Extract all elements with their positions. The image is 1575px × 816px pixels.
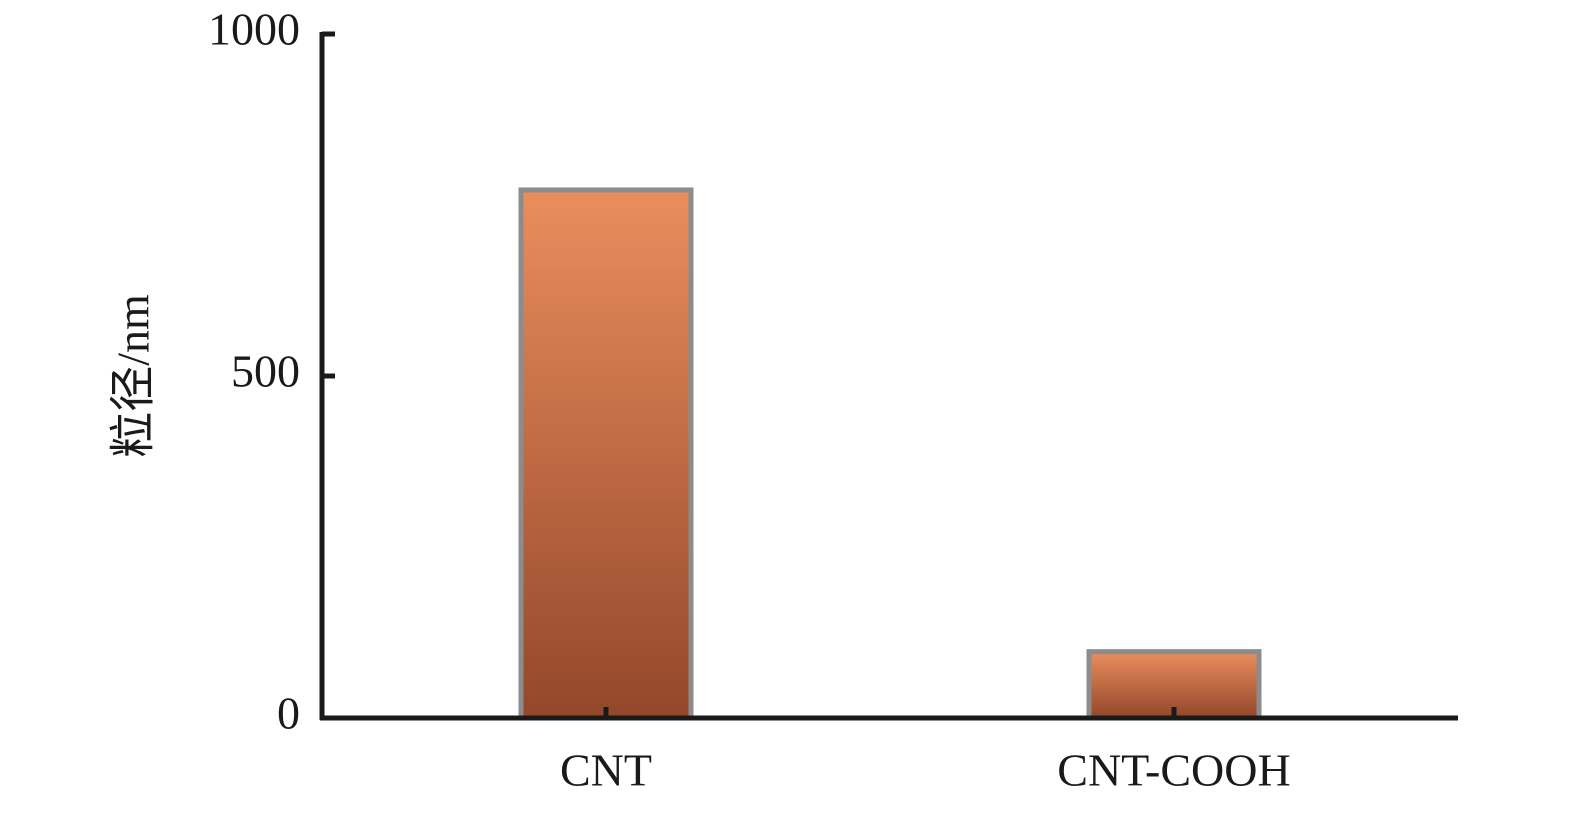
y-tick-label: 0	[277, 688, 300, 739]
bar	[518, 187, 694, 721]
y-tick-label: 1000	[208, 4, 300, 55]
y-axis-label: 粒径/nm	[108, 294, 159, 458]
x-tick-label: CNT	[560, 745, 652, 796]
x-tick-label: CNT-COOH	[1057, 745, 1290, 796]
y-tick-label: 500	[231, 346, 300, 397]
